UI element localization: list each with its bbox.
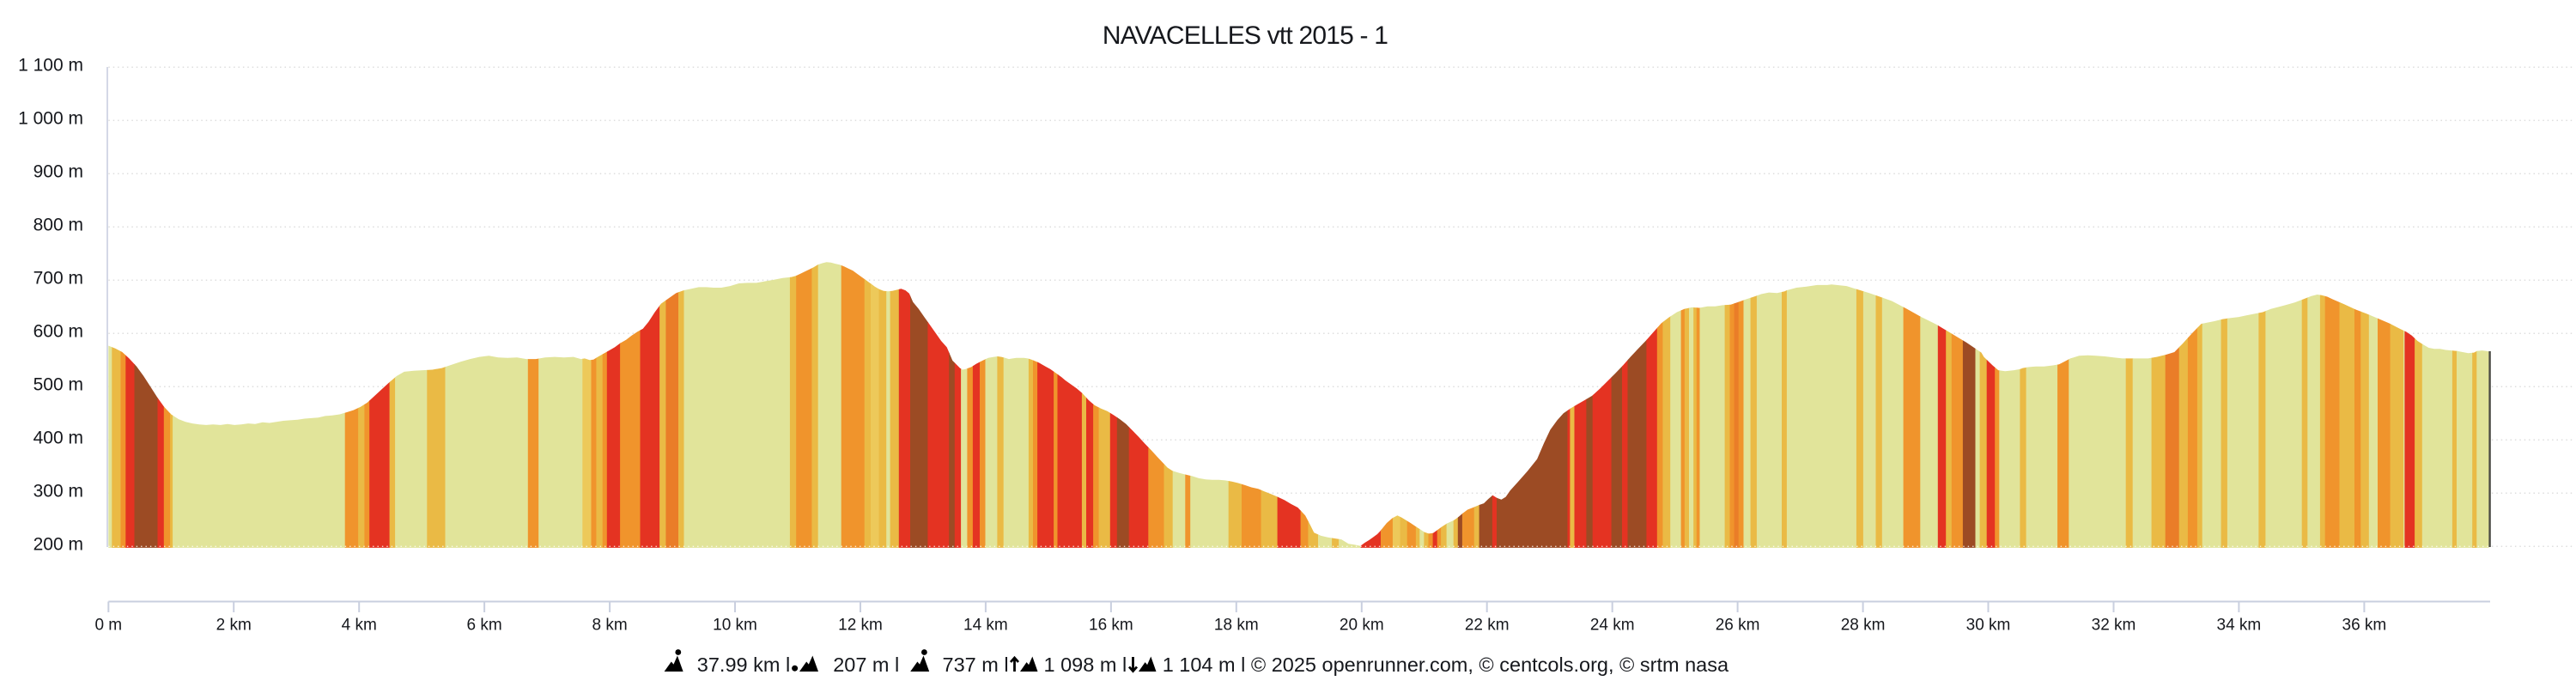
- svg-text:12 km: 12 km: [838, 617, 883, 635]
- svg-text:300 m: 300 m: [33, 482, 83, 502]
- svg-text:20 km: 20 km: [1340, 617, 1384, 635]
- svg-text:NAVACELLES vtt 2015 - 1: NAVACELLES vtt 2015 - 1: [1103, 21, 1388, 50]
- svg-text:32 km: 32 km: [2092, 617, 2136, 635]
- svg-text:36 km: 36 km: [2342, 617, 2387, 635]
- svg-text:800 m: 800 m: [33, 216, 83, 235]
- svg-text:8 km: 8 km: [592, 617, 628, 635]
- svg-text:200 m: 200 m: [33, 535, 83, 555]
- svg-text:700 m: 700 m: [33, 269, 83, 289]
- svg-text:28 km: 28 km: [1841, 617, 1886, 635]
- svg-text:1 098 m l: 1 098 m l: [1044, 654, 1127, 676]
- svg-text:26 km: 26 km: [1716, 617, 1760, 635]
- svg-text:207 m l: 207 m l: [833, 654, 899, 676]
- svg-text:6 km: 6 km: [467, 617, 502, 635]
- svg-text:37.99 km l: 37.99 km l: [697, 654, 790, 676]
- svg-text:1 104 m l © 2025 openrunner.co: 1 104 m l © 2025 openrunner.com, © centc…: [1163, 654, 1729, 676]
- svg-text:24 km: 24 km: [1590, 617, 1635, 635]
- svg-text:22 km: 22 km: [1465, 617, 1510, 635]
- svg-text:2 km: 2 km: [216, 617, 252, 635]
- svg-text:500 m: 500 m: [33, 375, 83, 395]
- svg-text:900 m: 900 m: [33, 162, 83, 182]
- svg-text:30 km: 30 km: [1966, 617, 2011, 635]
- svg-text:18 km: 18 km: [1214, 617, 1259, 635]
- svg-text:400 m: 400 m: [33, 429, 83, 448]
- svg-text:737 m l: 737 m l: [943, 654, 1009, 676]
- svg-text:1 000 m: 1 000 m: [18, 109, 83, 129]
- svg-text:4 km: 4 km: [342, 617, 377, 635]
- svg-text:16 km: 16 km: [1089, 617, 1133, 635]
- svg-text:10 km: 10 km: [713, 617, 757, 635]
- svg-text:14 km: 14 km: [963, 617, 1008, 635]
- svg-text:0 m: 0 m: [94, 617, 122, 635]
- svg-text:600 m: 600 m: [33, 322, 83, 342]
- svg-text:34 km: 34 km: [2217, 617, 2262, 635]
- svg-text:1 100 m: 1 100 m: [18, 56, 83, 76]
